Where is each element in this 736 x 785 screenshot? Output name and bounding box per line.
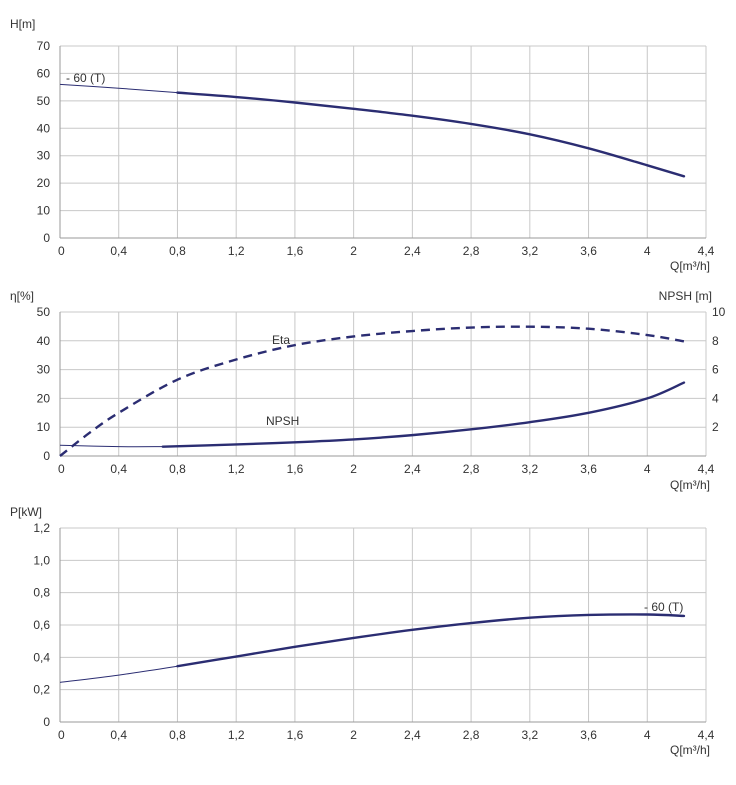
eta-npsh-curve bbox=[161, 381, 686, 448]
y2-axis-title: NPSH [m] bbox=[659, 289, 712, 303]
x-tick-label: 0 bbox=[58, 462, 65, 476]
npsh-curve-label: NPSH bbox=[266, 414, 299, 428]
x-tick-label: 0,8 bbox=[169, 462, 186, 476]
eta-npsh-curve-thin bbox=[59, 444, 163, 448]
x-tick-label: 3,6 bbox=[580, 728, 597, 742]
x-tick-label: 3,2 bbox=[521, 462, 538, 476]
x-tick-label: 1,6 bbox=[287, 462, 304, 476]
x-tick-label: 2 bbox=[350, 244, 357, 258]
x-tick-label: 1,2 bbox=[228, 462, 245, 476]
x-tick-label: 0,4 bbox=[110, 244, 127, 258]
y-axis-title: H[m] bbox=[10, 17, 35, 31]
x-axis-title: Q[m³/h] bbox=[670, 259, 710, 273]
y-tick-label: 0 bbox=[43, 449, 50, 463]
x-tick-label: 1,6 bbox=[287, 244, 304, 258]
y2-tick-label: 2 bbox=[712, 420, 719, 434]
y-axis-title: η[%] bbox=[10, 289, 34, 303]
x-tick-label: 4,4 bbox=[698, 728, 715, 742]
y-tick-label: 70 bbox=[37, 39, 51, 53]
y2-tick-label: 8 bbox=[712, 334, 719, 348]
x-tick-label: 3,6 bbox=[580, 462, 597, 476]
y2-tick-label: 6 bbox=[712, 363, 719, 377]
y-tick-label: 40 bbox=[37, 121, 51, 135]
head-curve bbox=[176, 91, 686, 178]
x-tick-label: 2,4 bbox=[404, 462, 421, 476]
y-tick-label: 30 bbox=[37, 363, 51, 377]
x-tick-label: 2,4 bbox=[404, 244, 421, 258]
y-tick-label: 0,2 bbox=[33, 683, 50, 697]
y-tick-label: 30 bbox=[37, 149, 51, 163]
x-axis-title: Q[m³/h] bbox=[670, 743, 710, 757]
y2-tick-label: 10 bbox=[712, 305, 726, 319]
x-tick-label: 2,8 bbox=[463, 244, 480, 258]
x-tick-label: 2 bbox=[350, 728, 357, 742]
x-tick-label: 2 bbox=[350, 462, 357, 476]
eta-curve bbox=[59, 325, 685, 457]
x-tick-label: 0,8 bbox=[169, 728, 186, 742]
x-tick-label: 4 bbox=[644, 728, 651, 742]
x-tick-label: 0,4 bbox=[110, 728, 127, 742]
y-tick-label: 20 bbox=[37, 176, 51, 190]
x-tick-label: 3,2 bbox=[521, 244, 538, 258]
y-tick-label: 10 bbox=[37, 420, 51, 434]
x-tick-label: 3,2 bbox=[521, 728, 538, 742]
y-tick-label: 0,8 bbox=[33, 586, 50, 600]
head-curve-thin bbox=[59, 83, 178, 94]
y-tick-label: 0,4 bbox=[33, 650, 50, 664]
y-tick-label: 60 bbox=[37, 66, 51, 80]
y-tick-label: 50 bbox=[37, 305, 51, 319]
eta-curve-label: Eta bbox=[272, 333, 290, 347]
x-tick-label: 0,4 bbox=[110, 462, 127, 476]
y-tick-label: 0,6 bbox=[33, 618, 50, 632]
x-axis-title: Q[m³/h] bbox=[670, 478, 710, 492]
x-tick-label: 1,6 bbox=[287, 728, 304, 742]
y2-tick-label: 4 bbox=[712, 391, 719, 405]
power-curve-thin bbox=[59, 665, 178, 683]
y-tick-label: 40 bbox=[37, 334, 51, 348]
y-tick-label: 0 bbox=[43, 231, 50, 245]
x-tick-label: 0 bbox=[58, 244, 65, 258]
head-curve-label: - 60 (T) bbox=[66, 71, 105, 85]
y-tick-label: 0 bbox=[43, 715, 50, 729]
x-tick-label: 0 bbox=[58, 728, 65, 742]
x-tick-label: 1,2 bbox=[228, 244, 245, 258]
x-tick-label: 2,8 bbox=[463, 728, 480, 742]
x-tick-label: 0,8 bbox=[169, 244, 186, 258]
y-tick-label: 20 bbox=[37, 391, 51, 405]
y-tick-label: 1,0 bbox=[33, 553, 50, 567]
x-tick-label: 1,2 bbox=[228, 728, 245, 742]
x-tick-label: 4,4 bbox=[698, 462, 715, 476]
head-panel: 0 0,4 0,8 1,2 1,6 2 2,4 2,8 3,2 3,6 4 4,4 0 10 20 30 40 5… bbox=[10, 17, 715, 273]
y-tick-label: 1,2 bbox=[33, 521, 50, 535]
x-tick-label: 4,4 bbox=[698, 244, 715, 258]
x-tick-label: 2,4 bbox=[404, 728, 421, 742]
x-tick-label: 4 bbox=[644, 462, 651, 476]
y-tick-label: 50 bbox=[37, 94, 51, 108]
power-curve bbox=[176, 613, 686, 668]
y-tick-label: 10 bbox=[37, 204, 51, 218]
x-tick-label: 4 bbox=[644, 244, 651, 258]
eta-npsh-panel: 0 0,4 0,8 1,2 1,6 2 2,4 2,8 3,2 3,6 4 4,4 0 10 20 30 40 5… bbox=[10, 289, 726, 492]
x-tick-label: 3,6 bbox=[580, 244, 597, 258]
power-curve-label: - 60 (T) bbox=[644, 600, 683, 614]
y-axis-title: P[kW] bbox=[10, 505, 42, 519]
power-panel: 0 0,4 0,8 1,2 1,6 2 2,4 2,8 3,2 3,6 4 4,4 0 0,2 0,4 0,6… bbox=[10, 505, 715, 757]
x-tick-label: 2,8 bbox=[463, 462, 480, 476]
